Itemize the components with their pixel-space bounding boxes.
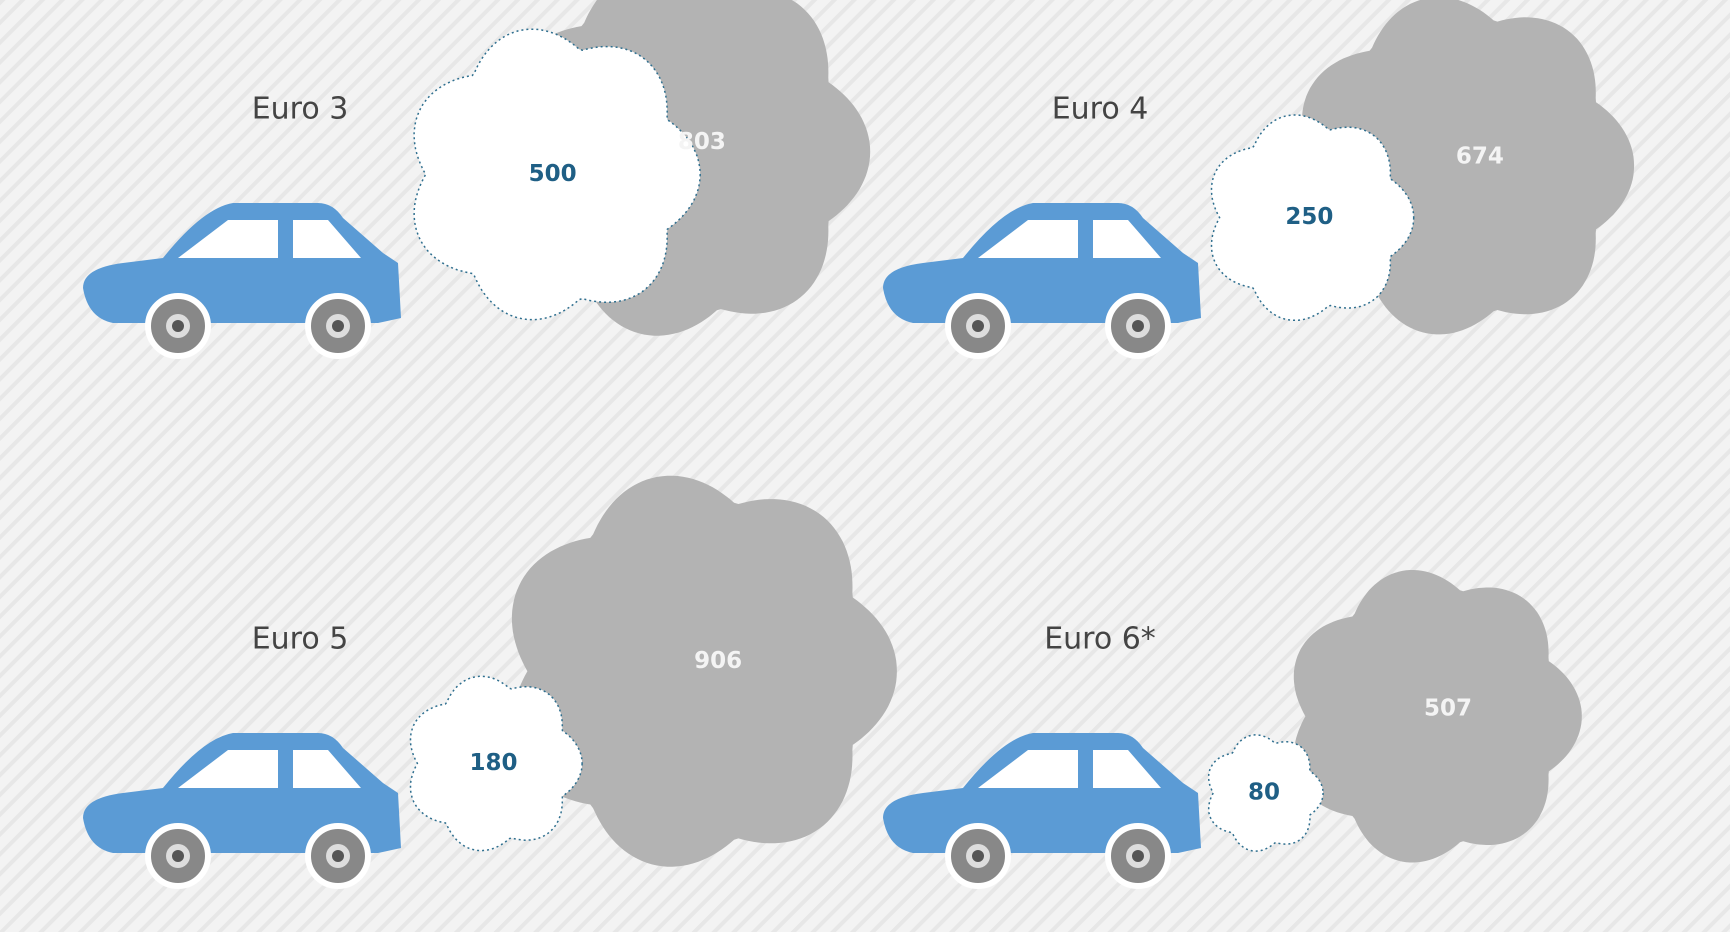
category-label: Euro 5 <box>252 622 349 657</box>
value-label: 250 <box>1285 204 1333 230</box>
value-label: 80 <box>1248 779 1280 805</box>
value-label: 180 <box>470 750 518 776</box>
value-label: 906 <box>694 648 742 674</box>
value-label: 803 <box>678 129 726 155</box>
category-label: Euro 3 <box>252 92 349 127</box>
value-label: 674 <box>1456 144 1504 170</box>
category-label: Euro 4 <box>1052 92 1149 127</box>
value-label: 500 <box>529 161 577 187</box>
value-label: 507 <box>1424 695 1472 721</box>
infographic: Euro 3 803 500 Euro 4 674 250 Euro 5 906 180 Euro… <box>0 0 1730 932</box>
category-label: Euro 6* <box>1044 622 1156 657</box>
